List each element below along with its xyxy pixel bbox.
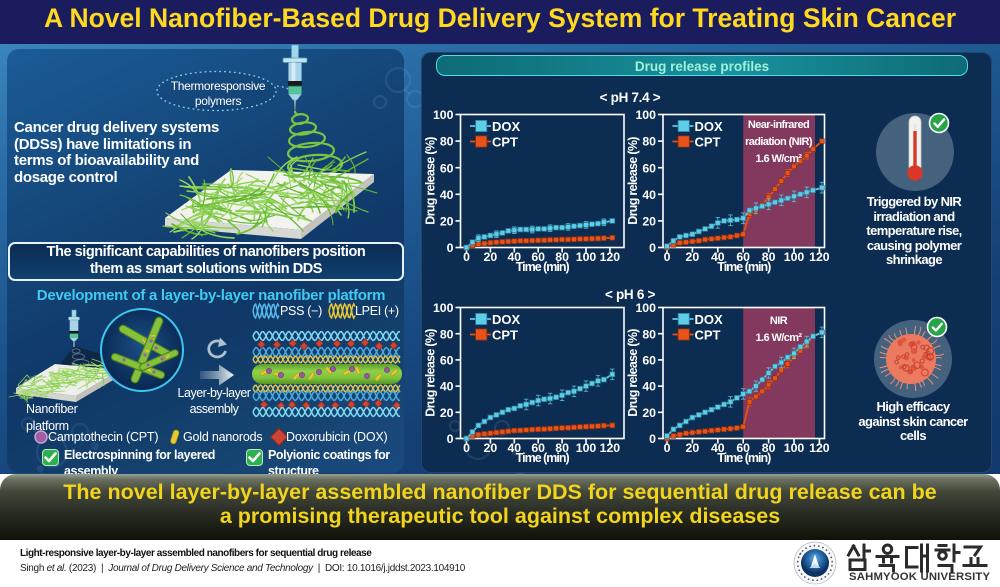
svg-text:120: 120	[809, 441, 830, 455]
svg-text:Drug release (%): Drug release (%)	[626, 137, 640, 225]
svg-text:DOX: DOX	[492, 312, 521, 327]
svg-text:100: 100	[784, 441, 805, 455]
svg-text:80: 80	[642, 135, 656, 149]
svg-text:40: 40	[507, 441, 521, 455]
svg-text:80: 80	[762, 441, 776, 455]
svg-text:radiation (NIR): radiation (NIR)	[745, 136, 813, 148]
svg-text:0: 0	[447, 241, 454, 255]
svg-text:CPT: CPT	[695, 327, 721, 342]
svg-text:100: 100	[433, 108, 454, 122]
svg-text:60: 60	[642, 354, 656, 368]
svg-text:0: 0	[649, 432, 656, 446]
svg-text:20: 20	[440, 406, 454, 420]
svg-text:20: 20	[642, 406, 656, 420]
svg-text:60: 60	[440, 354, 454, 368]
svg-text:100: 100	[576, 441, 597, 455]
svg-text:0: 0	[664, 441, 671, 455]
svg-text:100: 100	[635, 301, 656, 315]
svg-text:60: 60	[736, 250, 750, 264]
svg-text:DOX: DOX	[695, 119, 724, 134]
svg-text:0: 0	[664, 250, 671, 264]
svg-text:CPT: CPT	[695, 134, 721, 149]
svg-text:Time (min): Time (min)	[717, 451, 771, 465]
svg-text:0: 0	[463, 250, 470, 264]
svg-text:100: 100	[784, 250, 805, 264]
svg-text:CPT: CPT	[492, 134, 518, 149]
svg-text:120: 120	[809, 250, 830, 264]
svg-text:120: 120	[600, 250, 621, 264]
svg-text:Drug release (%): Drug release (%)	[626, 329, 640, 417]
svg-text:1.6 W/cm²: 1.6 W/cm²	[756, 153, 803, 165]
svg-text:80: 80	[555, 250, 569, 264]
svg-text:40: 40	[440, 380, 454, 394]
svg-text:Drug release (%): Drug release (%)	[424, 329, 438, 417]
svg-text:80: 80	[555, 441, 569, 455]
svg-text:60: 60	[642, 161, 656, 175]
svg-text:Time (min): Time (min)	[516, 260, 570, 274]
svg-text:20: 20	[440, 215, 454, 229]
svg-text:0: 0	[649, 241, 656, 255]
svg-text:1.6 W/cm²: 1.6 W/cm²	[756, 332, 803, 344]
svg-text:100: 100	[576, 250, 597, 264]
svg-text:80: 80	[440, 327, 454, 341]
svg-text:Near-infrared: Near-infrared	[748, 119, 809, 131]
svg-text:20: 20	[484, 250, 498, 264]
svg-text:Time (min): Time (min)	[516, 451, 570, 465]
svg-text:100: 100	[635, 108, 656, 122]
svg-text:80: 80	[440, 135, 454, 149]
svg-text:60: 60	[531, 250, 545, 264]
svg-text:80: 80	[642, 327, 656, 341]
svg-text:NIR: NIR	[770, 315, 788, 327]
svg-text:100: 100	[433, 301, 454, 315]
svg-text:DOX: DOX	[492, 119, 521, 134]
svg-text:20: 20	[686, 441, 700, 455]
svg-text:60: 60	[531, 441, 545, 455]
svg-text:0: 0	[463, 441, 470, 455]
svg-text:120: 120	[600, 441, 621, 455]
svg-text:20: 20	[484, 441, 498, 455]
svg-text:20: 20	[642, 215, 656, 229]
svg-text:40: 40	[642, 188, 656, 202]
svg-text:0: 0	[447, 432, 454, 446]
svg-text:40: 40	[711, 250, 725, 264]
svg-text:40: 40	[507, 250, 521, 264]
svg-text:60: 60	[440, 161, 454, 175]
svg-text:Drug release (%): Drug release (%)	[424, 137, 438, 225]
svg-text:40: 40	[711, 441, 725, 455]
svg-text:40: 40	[642, 380, 656, 394]
svg-text:20: 20	[686, 250, 700, 264]
svg-text:CPT: CPT	[492, 327, 518, 342]
svg-text:40: 40	[440, 188, 454, 202]
svg-text:Time (min): Time (min)	[717, 260, 771, 274]
svg-text:DOX: DOX	[695, 312, 724, 327]
svg-text:60: 60	[736, 441, 750, 455]
svg-text:80: 80	[762, 250, 776, 264]
